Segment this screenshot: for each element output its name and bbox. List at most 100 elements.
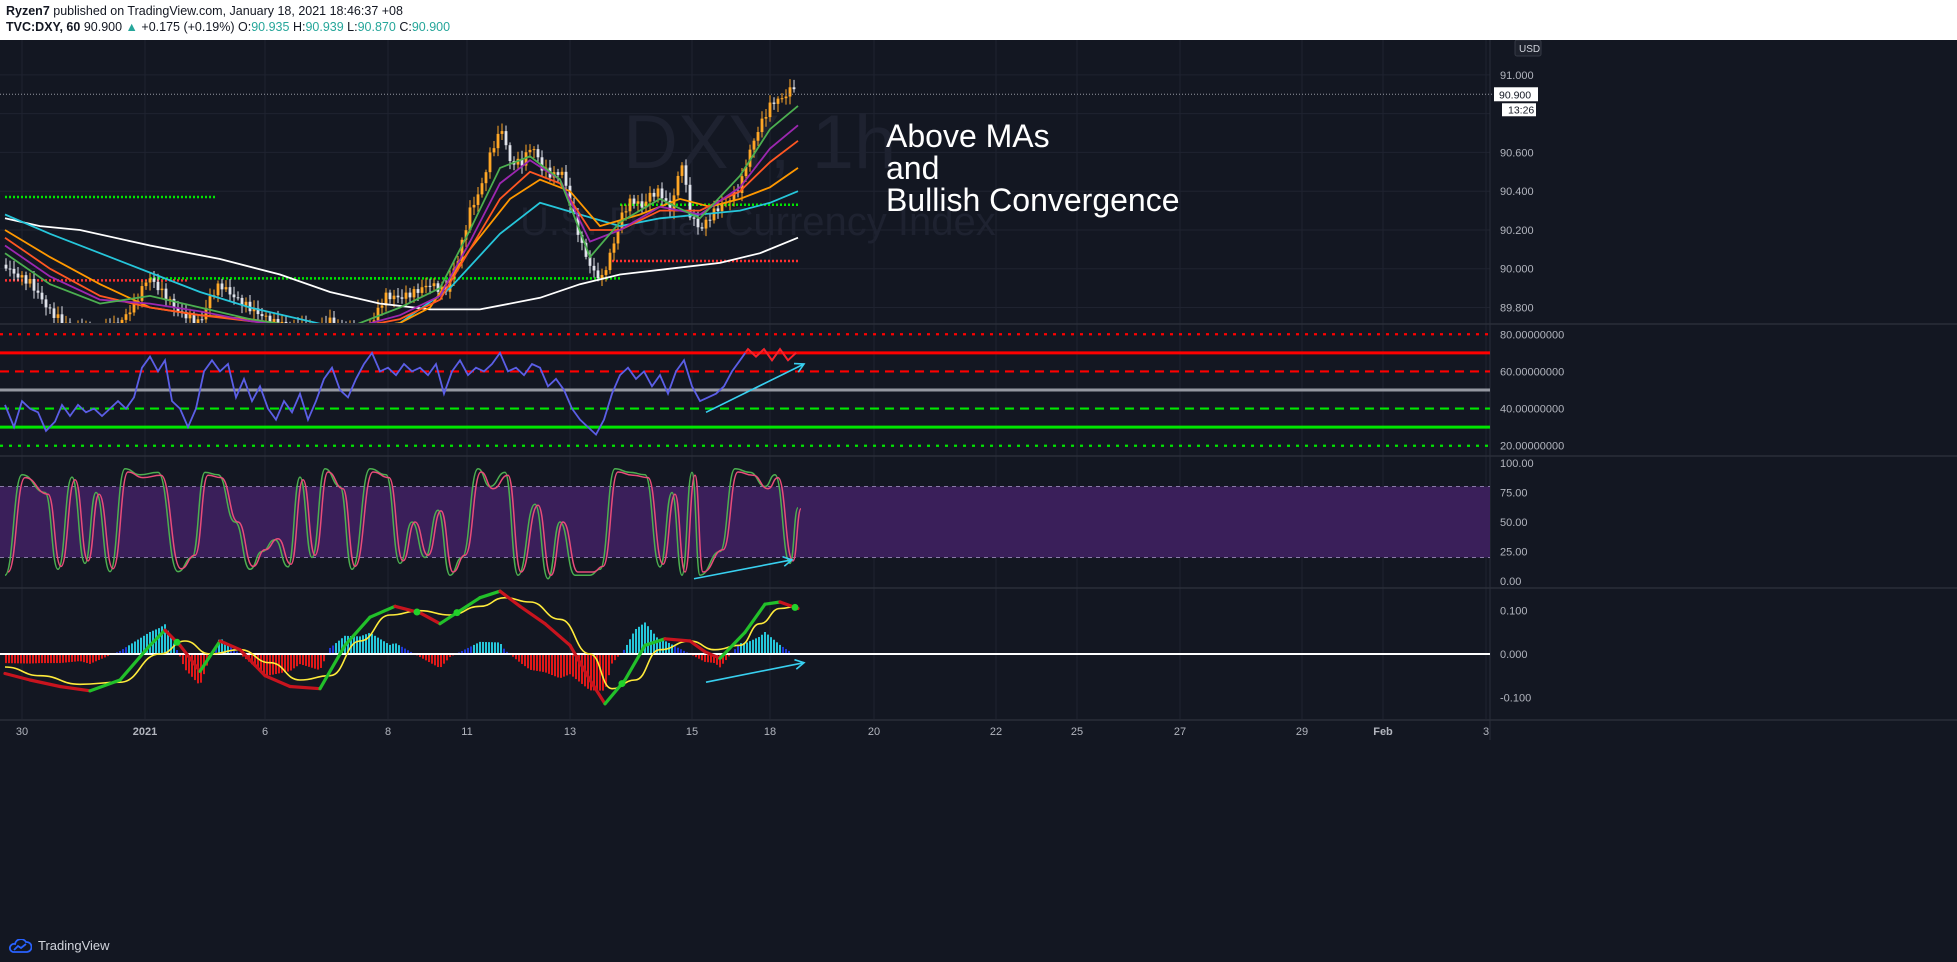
macd-histogram-bar xyxy=(785,648,787,654)
candle-body xyxy=(700,227,704,229)
macd-line-segment xyxy=(368,604,397,619)
time-tick-label: 2021 xyxy=(133,726,157,738)
macd-histogram-bar xyxy=(623,649,625,654)
candle-body xyxy=(252,308,256,312)
candle-body xyxy=(664,198,668,201)
macd-histogram-bar xyxy=(776,642,778,654)
macd-histogram-bar xyxy=(119,650,121,654)
macd-histogram-bar xyxy=(98,654,100,660)
candle-body xyxy=(792,87,796,90)
candle-body xyxy=(680,165,684,176)
candle-body xyxy=(93,334,96,336)
macd-histogram-bar xyxy=(353,636,355,654)
stoch-pane xyxy=(0,468,1490,580)
macd-histogram-bar xyxy=(521,654,523,664)
macd-histogram-bar xyxy=(293,654,295,669)
candle-body xyxy=(105,326,108,333)
macd-cross-dot xyxy=(618,680,626,688)
macd-histogram-bar xyxy=(554,654,556,677)
time-tick-label: 13 xyxy=(564,726,576,738)
candle-body xyxy=(172,298,176,309)
macd-histogram-bar xyxy=(362,635,364,654)
macd-histogram-bar xyxy=(425,654,427,661)
macd-histogram-bar xyxy=(518,654,520,662)
candle-body xyxy=(112,322,116,323)
candle-body xyxy=(788,87,792,97)
candle-body xyxy=(776,98,780,104)
macd-histogram-bar xyxy=(410,651,412,654)
candle-body xyxy=(704,219,708,229)
macd-line-segment xyxy=(118,643,152,682)
macd-histogram-bar xyxy=(545,654,547,673)
macd-line-segment xyxy=(148,628,167,647)
symbol-label[interactable]: TVC:DXY, 60 xyxy=(6,20,81,34)
candle-body xyxy=(276,318,280,323)
candle-body xyxy=(36,290,40,293)
macd-histogram-bar xyxy=(137,639,139,654)
candle-body xyxy=(568,185,572,206)
candle-body xyxy=(24,275,28,284)
macd-histogram-bar xyxy=(365,634,367,654)
macd-histogram-bar xyxy=(572,654,574,677)
candle-body xyxy=(672,195,676,212)
candle-body xyxy=(696,218,700,228)
macd-histogram-bar xyxy=(5,654,7,664)
candle-body xyxy=(744,166,748,177)
candle-body xyxy=(648,192,652,202)
macd-histogram-bar xyxy=(311,654,313,668)
macd-histogram-bar xyxy=(167,630,169,654)
macd-histogram-bar xyxy=(92,654,94,663)
currency-badge xyxy=(1514,40,1542,57)
macd-histogram-bar xyxy=(764,632,766,654)
macd-histogram-bar xyxy=(251,654,253,665)
candle-body xyxy=(428,285,432,287)
macd-line-segment xyxy=(238,648,267,678)
macd-histogram-bar xyxy=(431,654,433,664)
candle-body xyxy=(712,208,716,221)
candle-body xyxy=(748,149,752,167)
macd-histogram-bar xyxy=(47,654,49,664)
candle-body xyxy=(328,317,332,323)
macd-histogram-bar xyxy=(491,642,493,654)
tradingview-logo[interactable]: TradingView xyxy=(8,938,110,953)
macd-histogram-bar xyxy=(263,654,265,675)
candle-body xyxy=(332,317,336,323)
macd-histogram-bar xyxy=(398,645,400,654)
macd-histogram-bar xyxy=(674,646,676,654)
macd-histogram-bar xyxy=(161,626,163,654)
macd-histogram-bar xyxy=(569,654,571,675)
candle-body xyxy=(472,204,476,208)
rsi-divergence-arrow xyxy=(705,363,805,414)
candle-body xyxy=(488,152,492,173)
macd-histogram-bar xyxy=(782,646,784,654)
macd-histogram-bar xyxy=(173,643,175,654)
macd-histogram-bar xyxy=(182,654,184,665)
time-tick-label: 22 xyxy=(990,726,1002,738)
candle-body xyxy=(124,314,128,320)
macd-line-segment xyxy=(643,637,667,647)
macd-histogram-bar xyxy=(191,654,193,677)
candle-body xyxy=(640,201,644,208)
candle-body xyxy=(416,289,420,293)
candle-body xyxy=(216,283,220,296)
candle-body xyxy=(392,295,396,300)
candle-body xyxy=(660,188,664,199)
candle-body xyxy=(424,285,428,288)
macd-histogram-bar xyxy=(602,654,604,691)
watermark-name: U.S. Dollar Currency Index xyxy=(520,200,996,244)
author-name[interactable]: Ryzen7 xyxy=(6,4,50,18)
macd-histogram-bar xyxy=(341,638,343,654)
price-tick-label: 90.400 xyxy=(1500,186,1534,198)
macd-histogram-bar xyxy=(83,654,85,663)
macd-histogram-bar xyxy=(485,642,487,654)
candle-body xyxy=(396,295,400,298)
macd-histogram-bar xyxy=(149,632,151,654)
stoch-tick-label: 100.00 xyxy=(1500,458,1534,470)
macd-histogram-bar xyxy=(647,626,649,654)
macd-histogram-bar xyxy=(284,654,286,673)
macd-line-segment xyxy=(263,674,292,689)
candle-body xyxy=(289,325,292,326)
candle-body xyxy=(97,332,100,333)
chart-canvas[interactable]: DXY, 1h U.S. Dollar Currency Index Above M… xyxy=(0,40,1957,930)
macd-histogram-bar xyxy=(755,638,757,654)
